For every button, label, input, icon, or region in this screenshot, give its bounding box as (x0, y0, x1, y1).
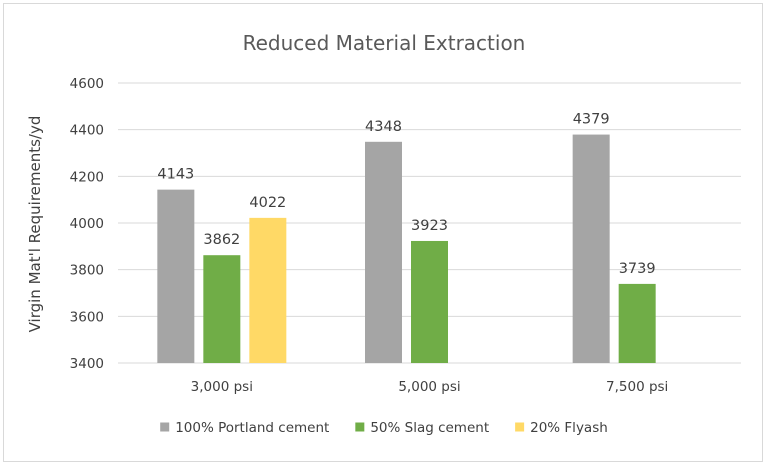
y-tick-label: 4400 (70, 123, 104, 139)
bar (203, 255, 241, 363)
bar (618, 283, 656, 363)
bar (365, 141, 402, 363)
x-tick-label: 5,000 psi (398, 379, 460, 395)
legend-label: 50% Slag cement (370, 420, 489, 436)
data-label: 3862 (203, 232, 240, 248)
legend-swatch (515, 422, 525, 432)
legend-swatch (160, 422, 170, 432)
x-tick-label: 3,000 psi (191, 379, 253, 395)
data-label: 3739 (619, 261, 656, 277)
data-label: 4379 (573, 112, 610, 128)
bar (249, 217, 287, 363)
bar (411, 240, 448, 363)
data-label: 3923 (411, 218, 448, 234)
bars (157, 134, 656, 363)
data-label: 4348 (365, 119, 402, 135)
legend-label: 20% Flyash (530, 420, 608, 436)
chart-title: Reduced Material Extraction (243, 31, 526, 55)
x-axis-ticks: 3,000 psi 5,000 psi 7,500 psi (191, 379, 669, 395)
y-tick-label: 4600 (70, 76, 104, 92)
legend-label: 100% Portland cement (175, 420, 329, 436)
y-tick-label: 4000 (70, 216, 104, 232)
y-tick-label: 3800 (70, 263, 104, 279)
legend: 100% Portland cement 50% Slag cement 20% F… (160, 420, 608, 436)
y-tick-label: 3600 (70, 309, 104, 325)
data-label: 4143 (157, 167, 194, 183)
y-tick-label: 4200 (70, 169, 104, 185)
data-labels: 4143 3862 4022 4348 3923 4379 3739 (157, 112, 655, 277)
x-tick-label: 7,500 psi (606, 379, 668, 395)
y-axis-ticks: 3400 3600 3800 4000 4200 4400 4600 (70, 76, 104, 372)
y-tick-label: 3400 (70, 356, 104, 372)
bar (572, 134, 610, 363)
bar (157, 189, 195, 363)
y-axis-label: Virgin Mat'l Requirements/yd (26, 116, 44, 333)
legend-swatch (355, 422, 365, 432)
data-label: 4022 (249, 195, 286, 211)
